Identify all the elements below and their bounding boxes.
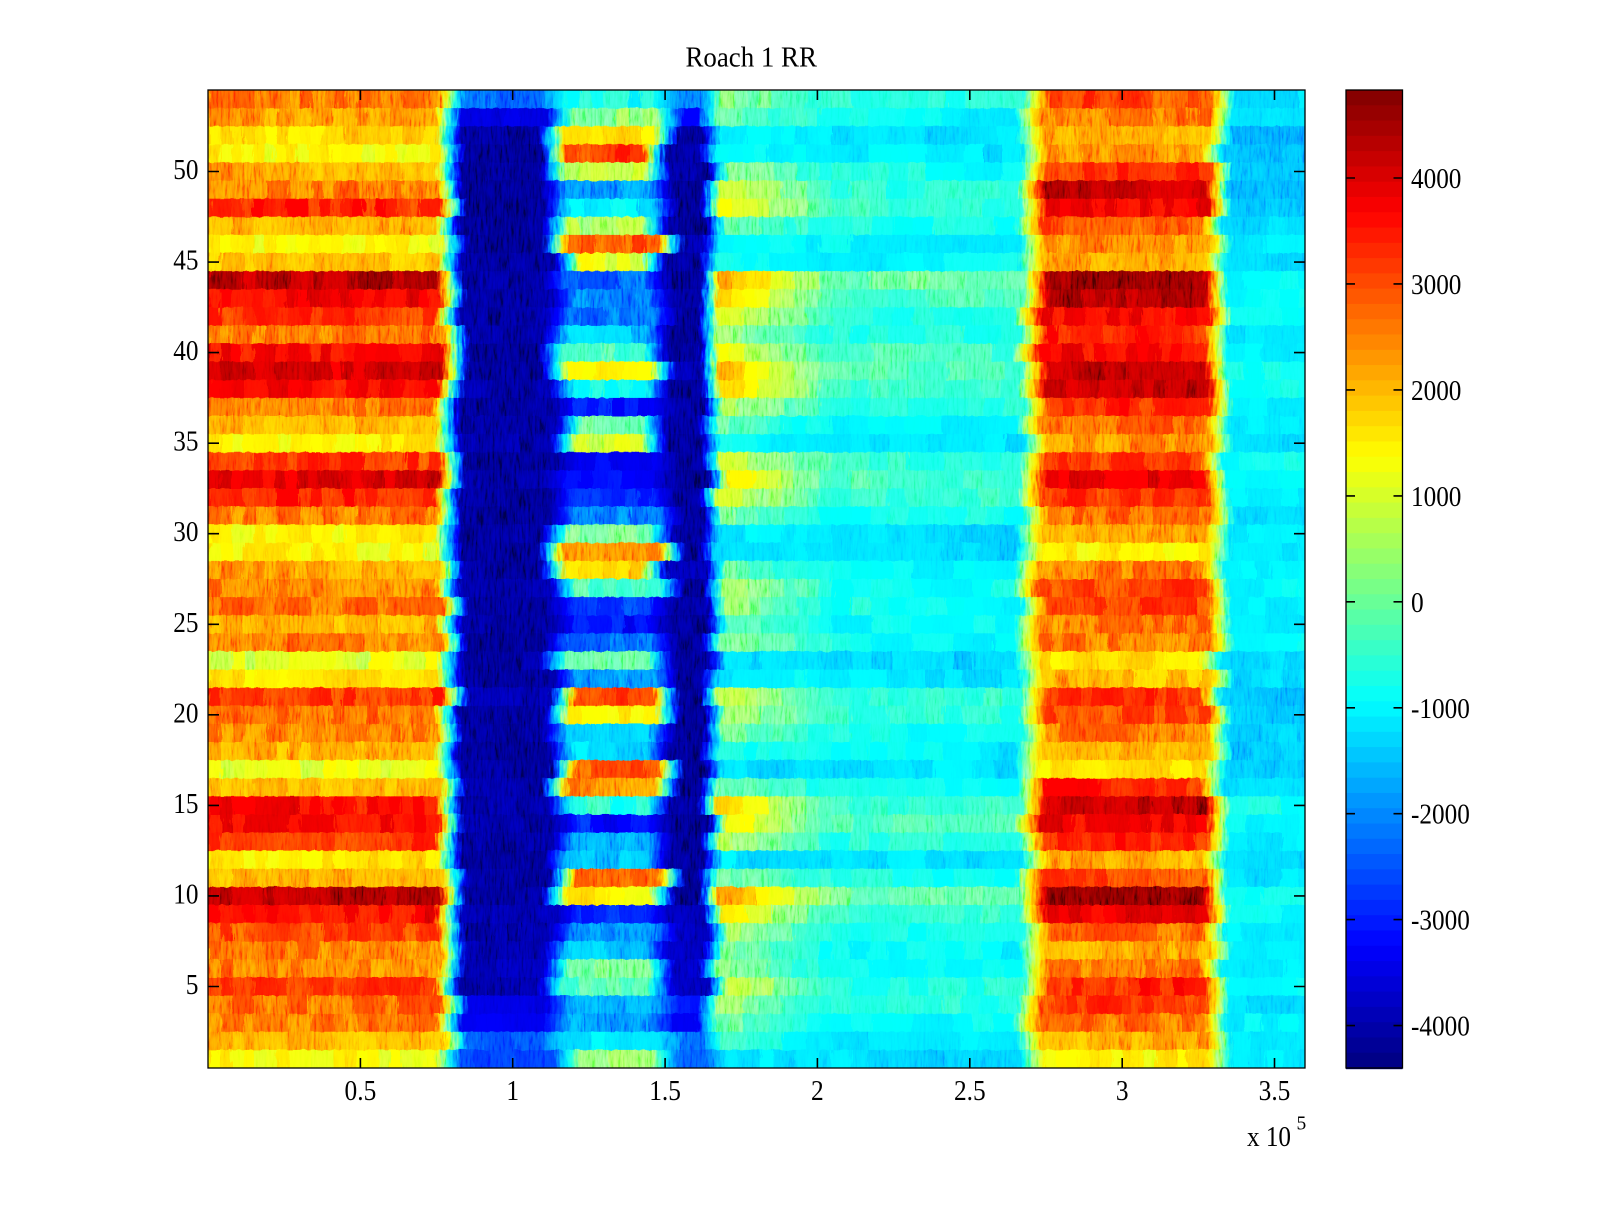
svg-text:1.5: 1.5 [649,1075,681,1107]
svg-text:20: 20 [173,697,198,729]
svg-text:15: 15 [173,788,198,820]
svg-text:1000: 1000 [1411,481,1461,513]
svg-text:40: 40 [173,335,198,367]
svg-text:3: 3 [1116,1075,1129,1107]
svg-text:-2000: -2000 [1411,799,1470,831]
svg-text:x 10: x 10 [1247,1121,1291,1153]
svg-text:2.5: 2.5 [954,1075,986,1107]
svg-text:2: 2 [811,1075,824,1107]
svg-text:Roach 1 RR: Roach 1 RR [685,42,817,74]
svg-text:50: 50 [173,154,198,186]
svg-text:25: 25 [173,607,198,639]
svg-text:-4000: -4000 [1411,1011,1470,1043]
svg-text:0.5: 0.5 [345,1075,377,1107]
svg-text:5: 5 [1297,1114,1307,1135]
svg-text:2000: 2000 [1411,375,1461,407]
svg-text:35: 35 [173,426,198,458]
svg-text:0: 0 [1411,587,1424,619]
svg-text:30: 30 [173,516,198,548]
svg-text:-3000: -3000 [1411,905,1470,937]
svg-text:4000: 4000 [1411,163,1461,195]
svg-text:10: 10 [173,878,198,910]
svg-text:45: 45 [173,245,198,277]
svg-text:1: 1 [506,1075,519,1107]
svg-text:3.5: 3.5 [1259,1075,1291,1107]
svg-text:5: 5 [186,969,199,1001]
svg-text:3000: 3000 [1411,269,1461,301]
svg-text:-1000: -1000 [1411,693,1470,725]
